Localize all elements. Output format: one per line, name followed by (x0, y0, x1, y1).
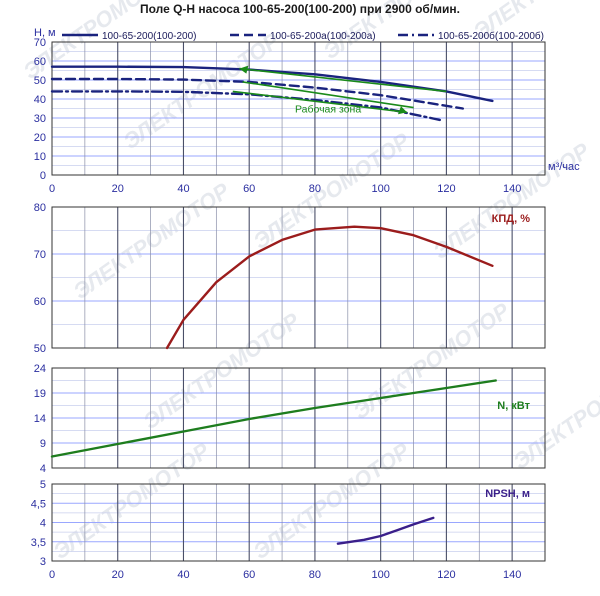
y-tick-label: 20 (34, 132, 46, 144)
panel-frame (51, 483, 546, 562)
work-zone-arrow (397, 106, 407, 115)
panel-eff: 50 60 70 80 КПД, % (34, 202, 546, 355)
y-tick-label: 40 (34, 94, 46, 106)
x-tick-label: 120 (437, 569, 455, 581)
chart-title: Поле Q-H насоса 100-65-200(100-200) при … (140, 2, 460, 16)
panel-label: КПД, % (492, 213, 531, 225)
work-zone-arrow (239, 65, 249, 74)
x-tick-label: 140 (503, 569, 521, 581)
x-tick-label: 100 (371, 569, 389, 581)
x-tick-label: 20 (112, 183, 124, 195)
series-line (50, 90, 441, 122)
x-tick-label: 40 (177, 183, 189, 195)
y-tick-label: 70 (34, 37, 46, 49)
panel-npsh: 3 3,5 4 4,5 5 0 20 40 60 80 100 120 140 NPSH, м (31, 479, 546, 581)
y-tick-label: 3,5 (31, 537, 46, 549)
x-tick-label: 0 (49, 183, 55, 195)
y-tick-label: 4,5 (31, 498, 46, 510)
x-tick-label: 40 (177, 569, 189, 581)
x-tick-label: 80 (309, 183, 321, 195)
watermark-text: ЭЛЕКТРОМОТОР (69, 178, 235, 304)
x-axis-unit-label: м³/час (548, 161, 580, 173)
y-tick-label: 14 (34, 413, 46, 425)
y-tick-label: 24 (34, 363, 46, 375)
legend-entry-label: 100-65-200а(100-200а) (270, 31, 376, 42)
x-tick-label: 60 (243, 183, 255, 195)
panel-frame (51, 367, 546, 469)
y-axis-label: H, м (34, 27, 56, 39)
series-line (336, 516, 435, 545)
x-tick-label: 20 (112, 569, 124, 581)
x-tick-label: 0 (49, 569, 55, 581)
work-zone-line (242, 81, 414, 109)
watermark-text: ЭЛЕКТРОМОТОР (429, 138, 595, 264)
y-tick-label: 10 (34, 151, 46, 163)
series-line (165, 225, 494, 350)
work-zone-label: Рабочая зона (295, 103, 361, 115)
panel-qh: 0 10 20 30 40 50 60 70 0 20 40 60 80 100 120 140 H, м м³/… (34, 27, 580, 195)
y-tick-label: 50 (34, 75, 46, 87)
y-tick-label: 4 (40, 463, 46, 475)
y-tick-label: 3 (40, 556, 46, 568)
legend-entry-label: 100-65-200(100-200) (102, 31, 197, 42)
x-tick-label: 100 (371, 183, 389, 195)
y-tick-label: 60 (34, 296, 46, 308)
panel-label: NPSH, м (485, 488, 530, 500)
y-tick-label: 4 (40, 518, 46, 530)
legend: 100-65-200(100-200) 100-65-200а(100-200а)… (62, 30, 544, 42)
x-tick-label: 60 (243, 569, 255, 581)
series-line (50, 77, 464, 110)
y-tick-label: 19 (34, 388, 46, 400)
y-tick-label: 5 (40, 479, 46, 491)
x-tick-label: 80 (309, 569, 321, 581)
work-zone-line (232, 90, 408, 114)
panel-frame (51, 206, 546, 349)
y-tick-label: 0 (40, 170, 46, 182)
y-tick-label: 50 (34, 343, 46, 355)
y-tick-label: 30 (34, 113, 46, 125)
legend-entry-label: 100-65-200б(100-200б) (438, 30, 544, 42)
watermark-text: ЭЛЕКТРОМОТОР (249, 438, 415, 564)
y-tick-label: 9 (40, 438, 46, 450)
watermark-text: ЭЛЕКТРОМОТОР (49, 438, 215, 564)
x-tick-label: 140 (503, 183, 521, 195)
y-tick-label: 70 (34, 249, 46, 261)
panel-label: N, кВт (497, 400, 530, 412)
y-tick-label: 60 (34, 56, 46, 68)
watermark-text: ЭЛЕКТРОМОТОР (119, 28, 285, 154)
y-tick-label: 80 (34, 202, 46, 214)
panel-frame (51, 41, 546, 176)
panel-power: 4 9 14 19 24 N, кВт (34, 363, 546, 475)
watermark-layer: ЭЛЕКТРОМОТОР ЭЛЕКТРОМОТОР ЭЛЕКТРОМОТОР ЭЛЕК… (19, 0, 600, 564)
work-zone-line (239, 67, 447, 93)
x-tick-label: 120 (437, 183, 455, 195)
series-line (50, 379, 497, 458)
